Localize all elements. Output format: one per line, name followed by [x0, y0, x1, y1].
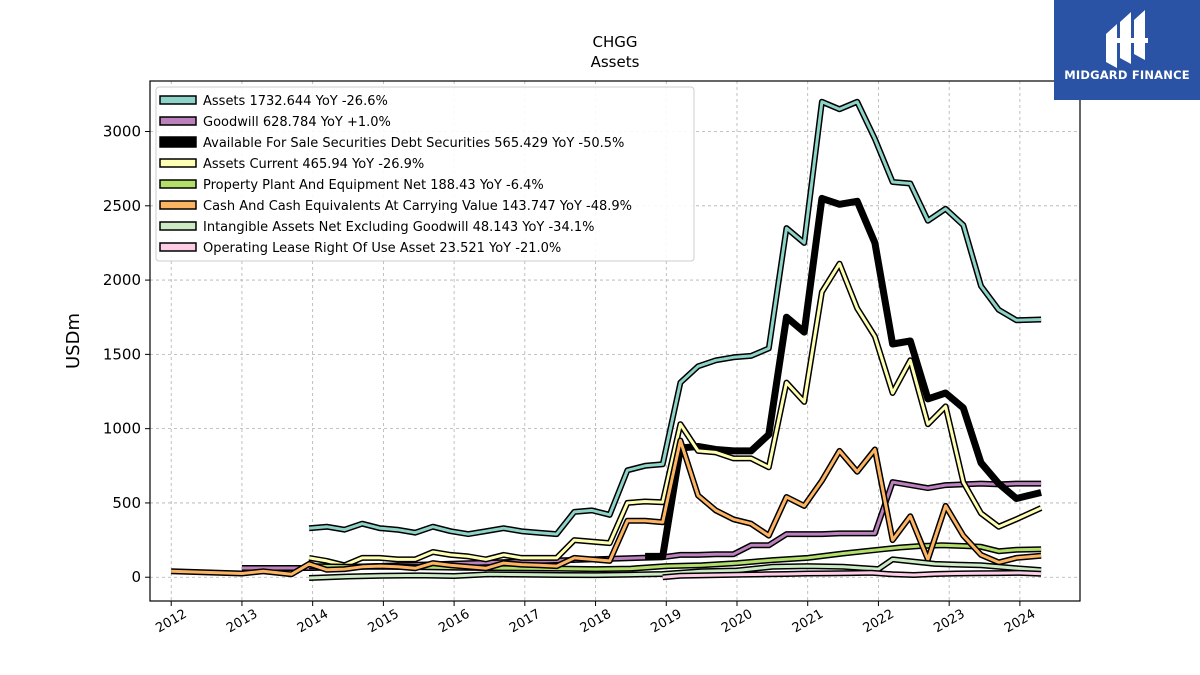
chart-subtitle: Assets	[591, 53, 640, 71]
legend-label-0: Assets 1732.644 YoY -26.6%	[203, 94, 388, 109]
legend-label-5: Cash And Cash Equivalents At Carrying Va…	[203, 199, 632, 214]
y-axis-label: USDm	[63, 313, 84, 369]
series-line-2	[645, 194, 1042, 560]
legend-entry-6: Intangible Assets Net Excluding Goodwill…	[159, 220, 594, 235]
series-line-6	[309, 557, 1042, 580]
legend-label-2: Available For Sale Securities Debt Secur…	[203, 136, 624, 151]
legend-box	[155, 86, 695, 262]
x-tick-label-1: 2013	[224, 607, 260, 637]
x-tick-label-12: 2024	[1002, 607, 1038, 637]
chart-title: CHGG	[593, 33, 638, 51]
series-2	[645, 194, 1042, 560]
x-tick-label-11: 2023	[931, 607, 967, 637]
legend-entry-0: Assets 1732.644 YoY -26.6%	[159, 94, 388, 109]
x-tick-label-0: 2012	[153, 607, 189, 637]
legend-entry-2: Available For Sale Securities Debt Secur…	[159, 136, 624, 151]
legend-entry-5: Cash And Cash Equivalents At Carrying Va…	[159, 199, 632, 214]
x-tick-label-2: 2014	[295, 607, 331, 637]
y-tick-label-5: 2500	[103, 197, 141, 215]
x-tick-label-8: 2020	[719, 607, 755, 637]
legend-entry-3: Assets Current 465.94 YoY -26.9%	[159, 157, 424, 172]
x-tick-label-6: 2018	[578, 607, 614, 637]
legend-swatch-5	[159, 200, 197, 210]
y-tick-label-1: 500	[112, 494, 141, 512]
x-tick-label-7: 2019	[648, 607, 684, 637]
legend-swatch-0	[159, 95, 197, 105]
legend-entry-4: Property Plant And Equipment Net 188.43 …	[159, 178, 544, 193]
series-6	[308, 556, 1042, 581]
legend-label-4: Property Plant And Equipment Net 188.43 …	[203, 178, 544, 193]
series-0	[308, 98, 1042, 538]
series-line-0	[308, 100, 1042, 536]
legend-swatch-4	[159, 179, 197, 189]
legend-swatch-6	[159, 221, 197, 231]
legend-swatch-2	[159, 136, 197, 148]
logo-mark-icon	[1106, 10, 1148, 68]
legend-swatch-3	[159, 158, 197, 168]
series-line-5	[171, 439, 1042, 576]
legend-swatch-7	[159, 242, 197, 252]
y-tick-label-6: 3000	[103, 123, 141, 141]
legend-label-6: Intangible Assets Net Excluding Goodwill…	[203, 220, 594, 235]
series-7	[662, 569, 1042, 581]
x-tick-label-9: 2021	[790, 607, 826, 637]
series-line-3	[308, 262, 1042, 567]
legend-swatch-1	[159, 116, 197, 126]
series-layer	[171, 98, 1043, 581]
legend-entry-7: Operating Lease Right Of Use Asset 23.52…	[159, 241, 561, 256]
y-tick-label-3: 1500	[103, 345, 141, 363]
x-tick-label-5: 2017	[507, 607, 543, 637]
y-tick-label-4: 2000	[103, 271, 141, 289]
y-tick-label-2: 1000	[103, 420, 141, 438]
series-5	[171, 437, 1042, 578]
plot-frame	[149, 80, 1081, 602]
series-line-7	[662, 571, 1042, 579]
legend-label-7: Operating Lease Right Of Use Asset 23.52…	[203, 241, 561, 256]
y-tick-label-0: 0	[131, 568, 141, 586]
legend-label-1: Goodwill 628.784 YoY +1.0%	[203, 115, 391, 130]
legend-label-3: Assets Current 465.94 YoY -26.9%	[203, 157, 424, 172]
legend: Assets 1732.644 YoY -26.6% Goodwill 628.7…	[155, 86, 695, 262]
x-tick-label-10: 2022	[861, 607, 897, 637]
x-tick-label-4: 2016	[436, 607, 472, 637]
logo-text: MIDGARD FINANCE	[1064, 68, 1190, 82]
series-3	[308, 260, 1043, 569]
brand-logo: MIDGARD FINANCE	[1054, 0, 1200, 100]
series-outline-5	[171, 437, 1042, 578]
legend-entry-1: Goodwill 628.784 YoY +1.0%	[159, 115, 391, 130]
x-tick-label-3: 2015	[366, 607, 402, 637]
